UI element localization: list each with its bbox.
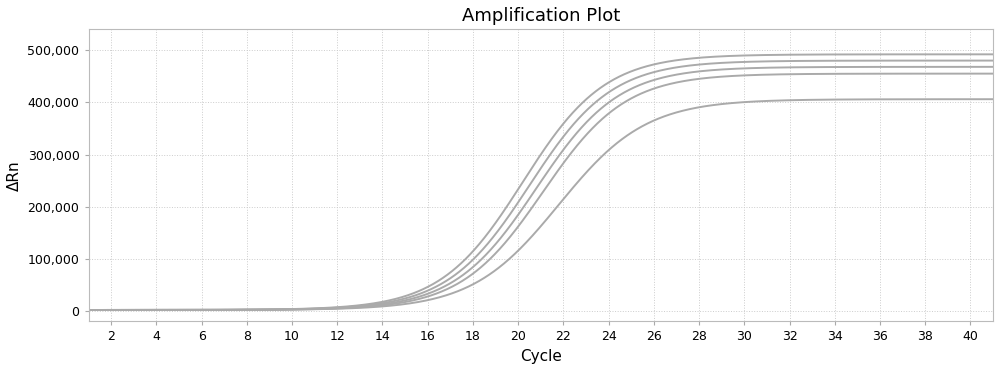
- X-axis label: Cycle: Cycle: [520, 349, 562, 364]
- Title: Amplification Plot: Amplification Plot: [462, 7, 620, 25]
- Y-axis label: ΔRn: ΔRn: [7, 160, 22, 191]
